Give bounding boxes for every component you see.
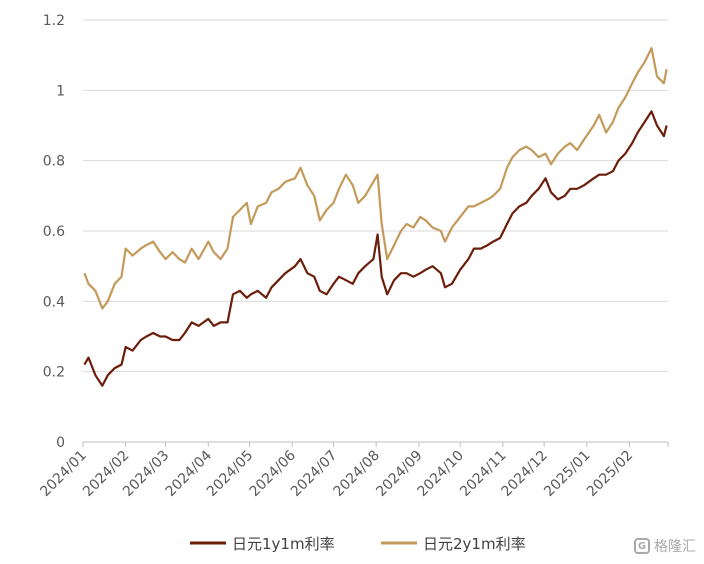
x-tick-label: 2025/02 xyxy=(584,448,636,500)
x-tick-label: 2024/07 xyxy=(288,448,340,500)
watermark-text: 格隆汇 xyxy=(654,539,696,555)
x-tick-label: 2024/12 xyxy=(498,448,550,500)
legend-label: 日元2y1m利率 xyxy=(423,535,526,553)
grid-lines xyxy=(83,19,668,443)
watermark: G 格隆汇 xyxy=(634,536,696,556)
series-lines xyxy=(83,46,668,387)
y-tick-label: 0.4 xyxy=(43,294,65,310)
y-tick-label: 1 xyxy=(56,83,65,99)
y-tick-label: 0.6 xyxy=(43,224,65,240)
y-tick-label: 0.2 xyxy=(43,365,65,381)
x-tick-label: 2024/10 xyxy=(415,448,467,500)
x-tick-label: 2024/08 xyxy=(331,448,383,500)
y-axis: 0 0.2 0.4 0.6 0.8 1 1.2 xyxy=(43,13,65,451)
series-line xyxy=(83,46,668,310)
y-tick-label: 0.8 xyxy=(43,154,65,170)
x-axis: 2024/012024/022024/032024/042024/052024/… xyxy=(37,441,669,500)
legend-label: 日元1y1m利率 xyxy=(232,535,335,553)
legend: 日元1y1m利率 日元2y1m利率 xyxy=(190,535,526,553)
series-line xyxy=(83,110,668,387)
x-tick-label: 2024/05 xyxy=(204,448,256,500)
x-tick-label: 2025/01 xyxy=(541,448,593,500)
y-tick-label: 0 xyxy=(56,435,65,451)
y-tick-label: 1.2 xyxy=(43,13,65,29)
x-tick-label: 2024/01 xyxy=(37,448,89,500)
brand-icon: G xyxy=(634,538,650,554)
